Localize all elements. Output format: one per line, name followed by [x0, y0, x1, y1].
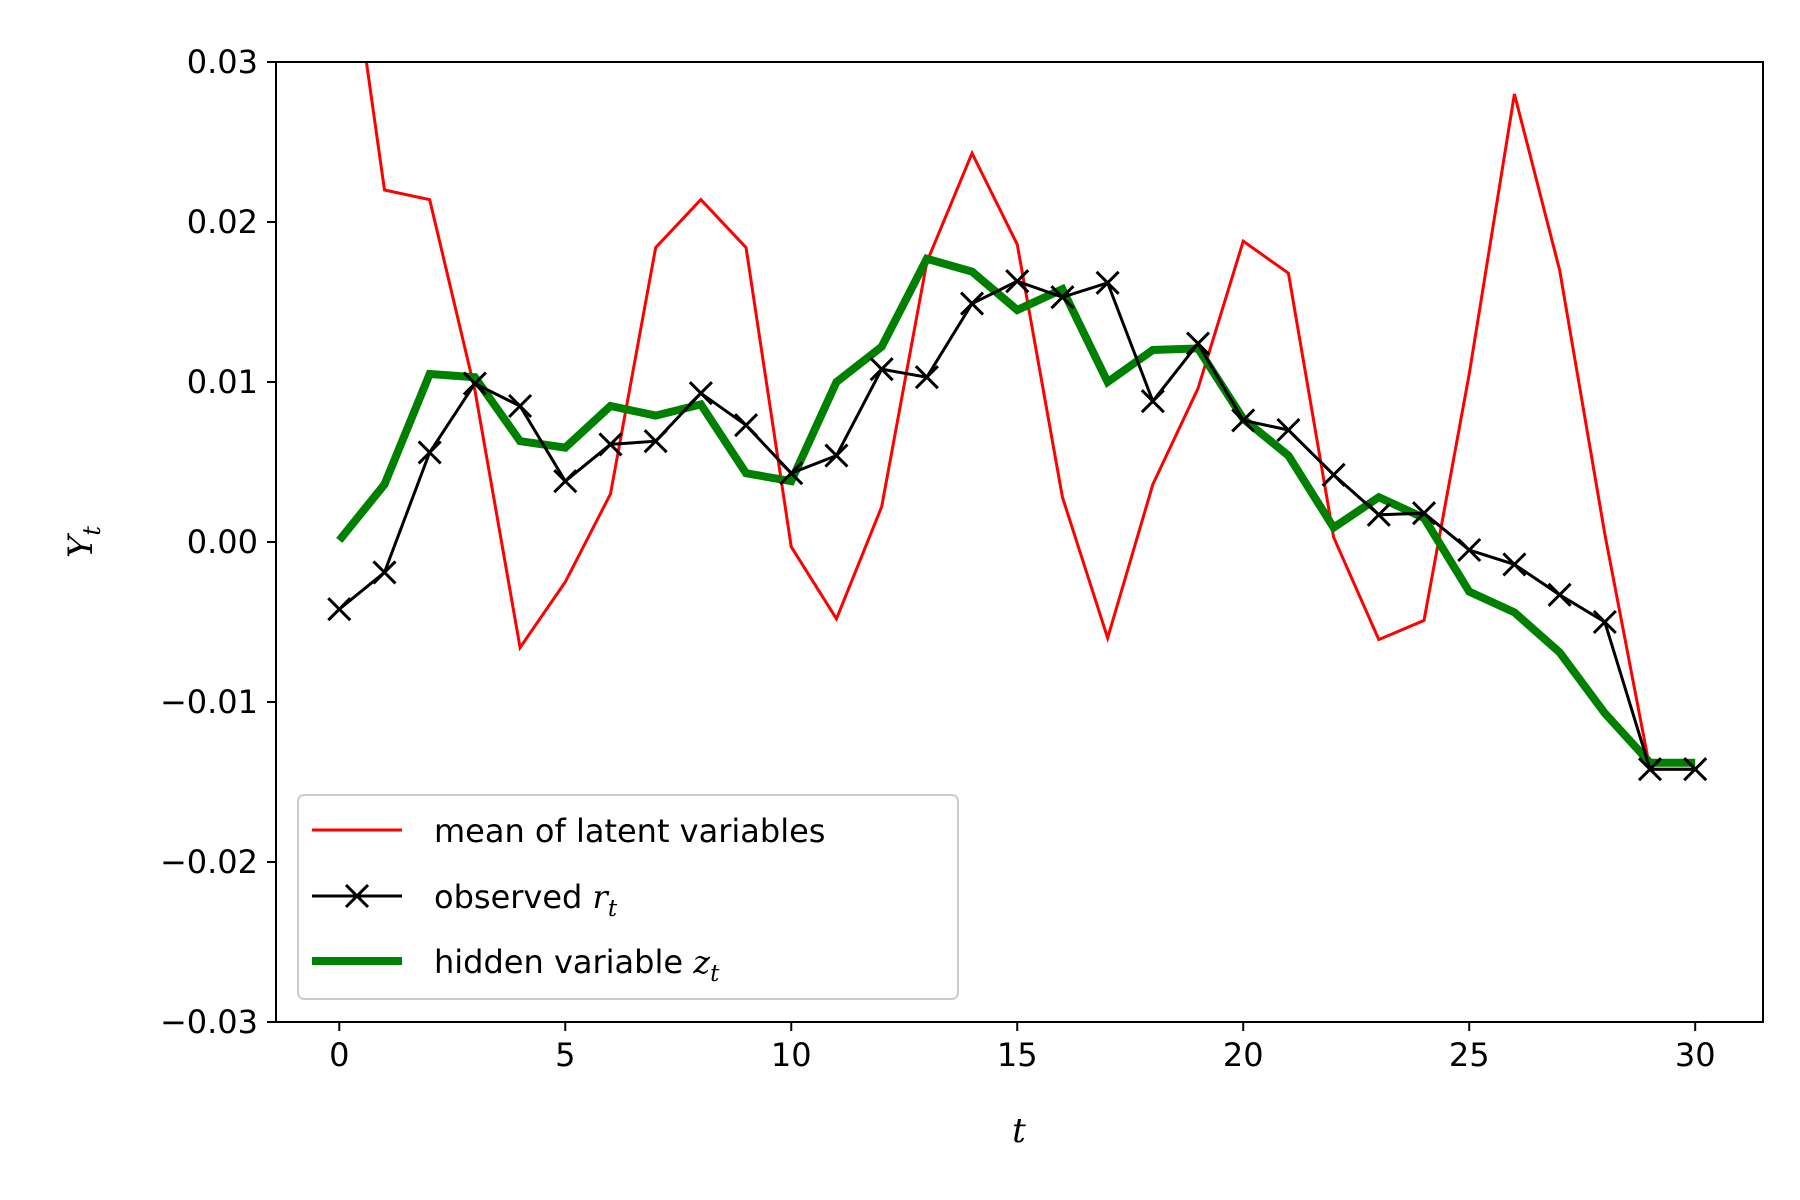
data-point-x-marker — [417, 440, 442, 465]
data-point-x-marker — [824, 443, 849, 468]
data-point-x-marker — [508, 393, 533, 419]
legend-label-mean-latent: mean of latent variables — [434, 812, 825, 850]
x-tick-label: 10 — [771, 1036, 812, 1074]
x-tick-label: 15 — [997, 1036, 1038, 1074]
data-point-x-marker — [1095, 270, 1120, 295]
series-line-mean-latent — [364, 62, 1696, 771]
y-axis-label-subscript: t — [78, 526, 106, 536]
data-point-x-marker — [914, 365, 939, 390]
legend-label-hidden-index: t — [710, 961, 720, 987]
x-tick-label: 25 — [1449, 1036, 1490, 1074]
data-point-x-marker — [553, 469, 578, 494]
legend-box — [297, 794, 959, 1000]
data-point-x-marker — [688, 381, 713, 406]
x-tick-label: 0 — [329, 1036, 349, 1074]
data-point-x-marker — [1005, 269, 1030, 294]
data-point-x-marker — [1231, 408, 1256, 433]
x-tick-label: 20 — [1223, 1036, 1264, 1074]
series-line-hidden — [336, 254, 1696, 767]
data-point-x-marker — [1366, 502, 1391, 527]
data-point-x-marker — [959, 291, 985, 316]
legend-label-observed: observed rt — [434, 878, 618, 922]
x-tick-label: 30 — [1675, 1036, 1716, 1074]
legend-label-hidden-main: hidden variable — [434, 943, 693, 981]
data-point-x-marker — [1321, 462, 1346, 487]
legend-label-hidden-var: z — [692, 943, 711, 981]
data-point-x-marker — [643, 429, 668, 454]
data-point-x-marker — [1592, 609, 1617, 635]
data-point-x-marker — [1411, 501, 1437, 526]
x-axis: 0 5 10 15 20 25 30 — [329, 1022, 1716, 1074]
data-point-x-marker — [1637, 757, 1663, 782]
y-tick-label: −0.01 — [160, 683, 258, 721]
y-tick-label: 0.03 — [187, 43, 258, 81]
data-point-x-marker — [869, 357, 894, 382]
series-layer — [327, 62, 1708, 782]
data-point-x-marker — [1185, 331, 1211, 356]
legend-label-observed-main: observed — [434, 878, 593, 916]
data-point-x-marker — [1050, 285, 1075, 310]
y-tick-label: −0.03 — [160, 1003, 258, 1041]
legend-label-hidden: hidden variable zt — [434, 943, 720, 987]
series-line-observed — [338, 279, 1696, 771]
data-point-x-marker — [1457, 537, 1482, 563]
legend-label-observed-var: r — [593, 878, 610, 916]
x-axis-label: t — [1012, 1111, 1026, 1151]
data-point-x-marker — [598, 432, 623, 457]
data-point-x-marker — [462, 371, 487, 396]
data-point-x-marker — [1276, 417, 1301, 443]
data-point-x-marker — [733, 413, 759, 438]
legend-label-observed-index: t — [608, 896, 618, 922]
y-axis-label: Yt — [61, 526, 106, 558]
x-tick-label: 5 — [555, 1036, 575, 1074]
data-point-x-marker — [1502, 552, 1527, 577]
y-axis: −0.03 −0.02 −0.01 0.00 0.01 0.02 0.03 — [160, 43, 276, 1041]
data-point-x-marker — [1547, 582, 1572, 607]
y-tick-label: 0.02 — [187, 203, 258, 241]
y-axis-label-main: Y — [61, 532, 101, 558]
data-point-x-marker — [372, 560, 397, 585]
legend-marker-x-icon — [344, 883, 370, 909]
y-tick-label: 0.01 — [187, 363, 258, 401]
legend: mean of latent variables observed rt hid… — [297, 794, 959, 1000]
data-point-x-marker — [1683, 757, 1708, 782]
data-point-x-marker — [779, 461, 804, 486]
data-point-x-marker — [1140, 389, 1165, 414]
y-tick-label: 0.00 — [187, 523, 258, 561]
y-tick-label: −0.02 — [160, 843, 258, 881]
data-point-x-marker — [327, 597, 352, 622]
